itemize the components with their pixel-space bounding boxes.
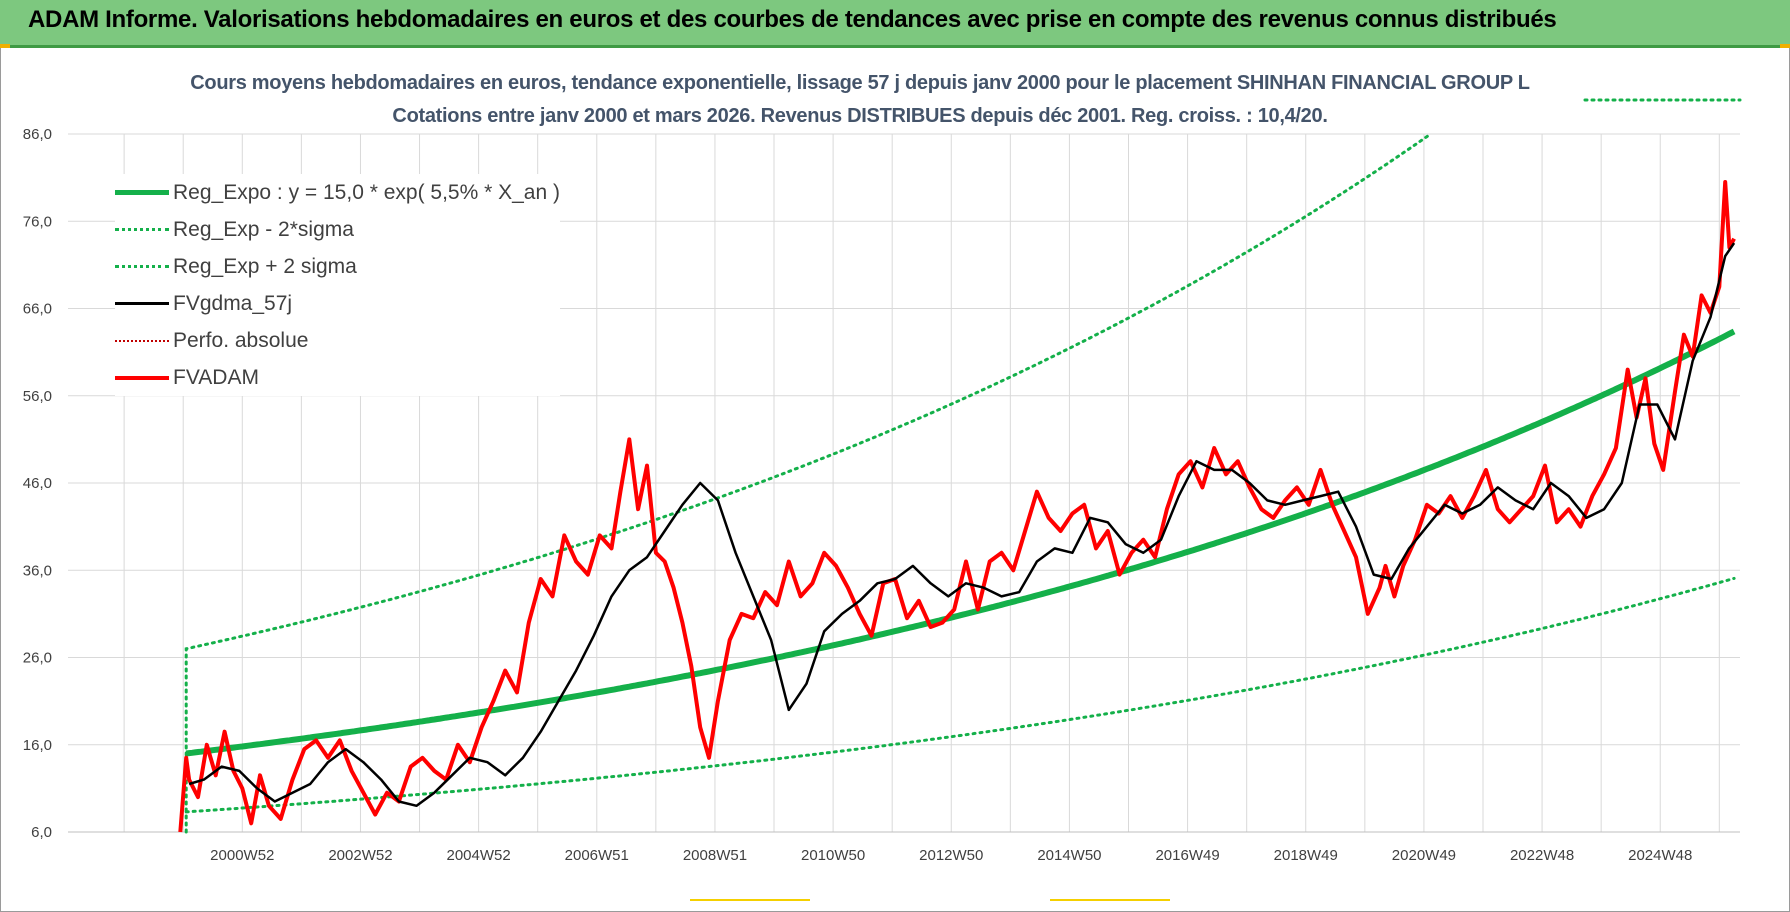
- corner-mark-right: [1780, 44, 1790, 48]
- legend-swatch-reg-exp-minus: [115, 228, 169, 231]
- x-tick-label: 2014W50: [1037, 847, 1101, 864]
- legend-item-perfo: Perfo. absolue: [115, 322, 560, 359]
- x-tick-label: 2008W51: [683, 847, 747, 864]
- legend-swatch-fvgdma: [115, 302, 169, 305]
- series-layer: [178, 133, 1736, 834]
- x-tick-label: 2002W52: [328, 847, 392, 864]
- x-tick-label: 2012W50: [919, 847, 983, 864]
- legend-swatch-perfo: [115, 339, 169, 342]
- banner: ADAM Informe. Valorisations hebdomadaire…: [0, 0, 1790, 48]
- bottom-accent-right: [1050, 899, 1170, 901]
- legend-label-fvgdma: FVgdma_57j: [173, 291, 293, 315]
- series-fvadam: [178, 180, 1736, 833]
- x-tick-label: 2016W49: [1155, 847, 1219, 864]
- x-tick-label: 2000W52: [210, 847, 274, 864]
- y-tick-label: 86,0: [23, 126, 52, 143]
- legend-label-reg-exp-minus: Reg_Exp - 2*sigma: [173, 217, 354, 241]
- chart-title: Cours moyens hebdomadaires en euros, ten…: [190, 72, 1530, 94]
- x-tick-label: 2022W48: [1510, 847, 1574, 864]
- series-reg-exp-plus-2sigma: [184, 133, 1432, 834]
- legend-label-fvadam: FVADAM: [173, 365, 259, 389]
- y-tick-label: 36,0: [23, 562, 52, 579]
- x-tick-label: 2018W49: [1274, 847, 1338, 864]
- y-tick-label: 56,0: [23, 388, 52, 405]
- legend: Reg_Expo : y = 15,0 * exp( 5,5% * X_an )…: [115, 174, 560, 396]
- legend-item-reg-exp-minus: Reg_Exp - 2*sigma: [115, 211, 560, 248]
- legend-swatch-reg-exp-plus: [115, 265, 169, 268]
- y-axis: 6,0 16,0 26,0 36,0 46,0 56,0 66,0 76,0 86,0: [23, 126, 52, 841]
- y-tick-label: 16,0: [23, 737, 52, 754]
- legend-item-reg-expo: Reg_Expo : y = 15,0 * exp( 5,5% * X_an ): [115, 174, 560, 211]
- legend-label-reg-expo: Reg_Expo : y = 15,0 * exp( 5,5% * X_an ): [173, 180, 560, 204]
- legend-label-reg-exp-plus: Reg_Exp + 2 sigma: [173, 254, 357, 278]
- x-tick-label: 2020W49: [1392, 847, 1456, 864]
- corner-mark-left: [0, 44, 10, 48]
- legend-swatch-reg-expo: [115, 190, 169, 195]
- legend-item-fvgdma: FVgdma_57j: [115, 285, 560, 322]
- y-tick-label: 76,0: [23, 213, 52, 230]
- bottom-accent-left: [690, 899, 810, 901]
- series-reg-exp-minus-2sigma: [184, 576, 1736, 814]
- x-tick-label: 2004W52: [447, 847, 511, 864]
- x-tick-label: 2006W51: [565, 847, 629, 864]
- x-axis: 2000W52 2002W52 2004W52 2006W51 2008W51 2010W…: [68, 831, 1740, 864]
- legend-item-fvadam: FVADAM: [115, 359, 560, 396]
- y-tick-label: 26,0: [23, 650, 52, 667]
- y-tick-label: 46,0: [23, 475, 52, 492]
- series-fvgdma-57j: [188, 242, 1736, 808]
- banner-title: ADAM Informe. Valorisations hebdomadaire…: [28, 6, 1557, 33]
- x-tick-label: 2010W50: [801, 847, 865, 864]
- y-tick-label: 66,0: [23, 301, 52, 318]
- x-tick-label: 2024W48: [1628, 847, 1692, 864]
- legend-label-perfo: Perfo. absolue: [173, 328, 309, 352]
- chart-subtitle: Cotations entre janv 2000 et mars 2026. …: [392, 105, 1328, 127]
- legend-swatch-fvadam: [115, 375, 169, 380]
- series-reg-expo-trend: [185, 328, 1736, 757]
- legend-item-reg-exp-plus: Reg_Exp + 2 sigma: [115, 248, 560, 285]
- y-tick-label: 6,0: [31, 824, 52, 841]
